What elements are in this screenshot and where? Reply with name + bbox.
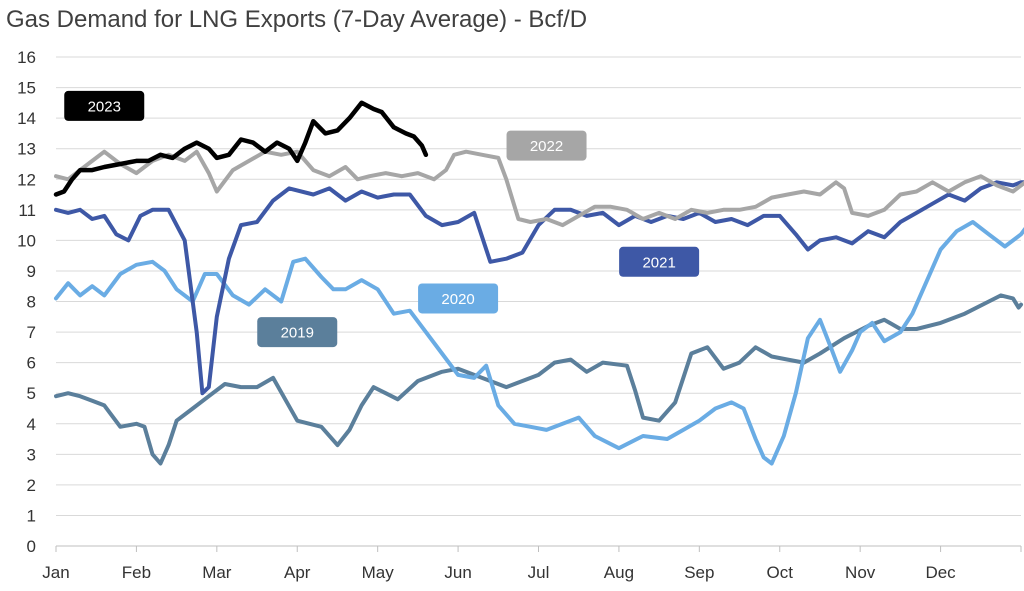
series-label-text: 2022: [530, 138, 563, 155]
x-tick-label: Feb: [122, 563, 151, 582]
series-label-badge: [506, 130, 587, 161]
series-label-text: 2021: [642, 254, 675, 271]
series-lines: [53, 100, 1024, 466]
series-label-2023: 2023: [64, 90, 145, 121]
series-line-2020: [54, 220, 1024, 466]
y-tick-label: 14: [17, 109, 36, 128]
series-line-2019: [54, 293, 1023, 466]
y-tick-label: 2: [27, 476, 36, 495]
x-tick-label: Jul: [528, 563, 550, 582]
chart-title: Gas Demand for LNG Exports (7-Day Averag…: [6, 6, 588, 33]
x-tick-label: Aug: [604, 563, 634, 582]
series-labels: 2019 2020 2021 2022 2023: [64, 90, 700, 348]
x-tick-label: Oct: [767, 563, 794, 582]
y-tick-label: 4: [27, 415, 36, 434]
series-label-badge: [64, 90, 145, 121]
y-tick-label: 9: [27, 262, 36, 281]
x-tick-label: Nov: [845, 563, 876, 582]
y-tick-label: 11: [18, 201, 36, 220]
series-label-2022: 2022: [506, 130, 587, 161]
series-label-badge: [418, 283, 499, 314]
gridlines: [56, 56, 1021, 547]
y-tick-label: 12: [17, 170, 36, 189]
y-tick-label: 7: [27, 323, 36, 342]
y-tick-label: 16: [17, 48, 36, 67]
series-label-badge: [257, 317, 338, 348]
series-label-badge: [619, 246, 700, 277]
series-line-2023: [53, 100, 429, 197]
y-tick-label: 1: [27, 506, 36, 525]
series-label-text: 2023: [88, 98, 121, 115]
series-label-2020: 2020: [418, 283, 499, 314]
series-label-text: 2019: [281, 325, 314, 342]
series-label-text: 2020: [441, 291, 474, 308]
y-tick-label: 6: [27, 354, 36, 373]
x-tick-label: May: [362, 563, 395, 582]
series-line-2022: [54, 149, 1024, 228]
y-tick-label: 15: [17, 79, 36, 98]
y-tick-label: 10: [17, 231, 36, 250]
x-tick-label: Sep: [684, 563, 714, 582]
x-tick-label: Apr: [284, 563, 311, 582]
x-tick-label: Mar: [202, 563, 232, 582]
series-label-2019: 2019: [257, 317, 338, 348]
x-tick-label: Dec: [925, 563, 956, 582]
x-tick-label: Jun: [444, 563, 471, 582]
series-label-2021: 2021: [619, 246, 700, 277]
series-line-2021: [54, 180, 1024, 396]
y-tick-label: 3: [27, 445, 36, 464]
y-tick-label: 8: [27, 293, 36, 312]
y-tick-label: 13: [17, 140, 36, 159]
y-tick-label: 0: [27, 537, 36, 556]
x-tick-label: Jan: [42, 563, 69, 582]
y-tick-label: 5: [27, 384, 36, 403]
